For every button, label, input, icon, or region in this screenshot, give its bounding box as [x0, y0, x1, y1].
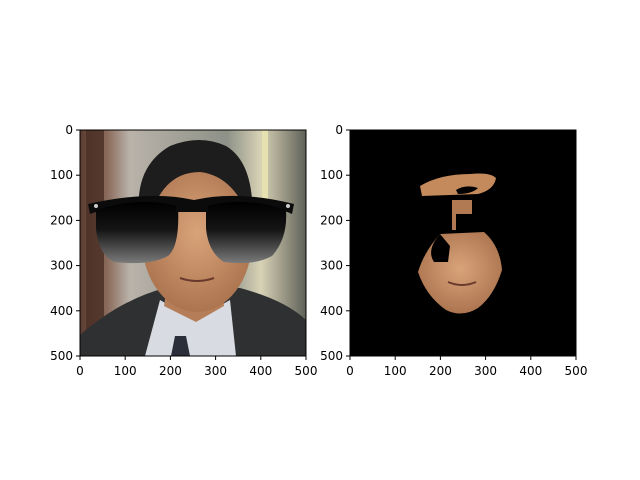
right-x-tick-label: 0 [346, 364, 354, 378]
left-y-tick-label: 100 [50, 168, 73, 182]
right-x-tick-label: 200 [429, 364, 452, 378]
right-axes-frame [349, 129, 577, 357]
right-y-tick-label: 200 [320, 213, 343, 227]
left-x-tick-label: 500 [295, 364, 318, 378]
left-y-tick-label: 200 [50, 213, 73, 227]
right-x-tick-label: 300 [474, 364, 497, 378]
right-y-tick-label: 0 [335, 123, 343, 137]
left-x-tick-label: 0 [76, 364, 84, 378]
left-y-tick-label: 300 [50, 259, 73, 273]
left-y-tick-label: 0 [65, 123, 73, 137]
right-x-tick-label: 100 [384, 364, 407, 378]
right-y-tick-label: 300 [320, 259, 343, 273]
right-image-panel [350, 130, 576, 356]
right-x-tick-label: 400 [519, 364, 542, 378]
left-x-tick-label: 200 [159, 364, 182, 378]
left-y-tick-label: 500 [50, 349, 73, 363]
sunglasses-overlay [88, 195, 294, 264]
left-y-tick-label: 400 [50, 304, 73, 318]
skin-mask-image [350, 130, 576, 356]
left-x-tick-label: 400 [249, 364, 272, 378]
right-x-tick-label: 500 [565, 364, 588, 378]
right-y-tick-label: 100 [320, 168, 343, 182]
right-y-tick-label: 400 [320, 304, 343, 318]
right-y-tick-label: 500 [320, 349, 343, 363]
left-image-panel [80, 130, 306, 356]
left-x-tick-label: 300 [204, 364, 227, 378]
left-axes-frame [79, 129, 307, 357]
left-x-tick-label: 100 [114, 364, 137, 378]
